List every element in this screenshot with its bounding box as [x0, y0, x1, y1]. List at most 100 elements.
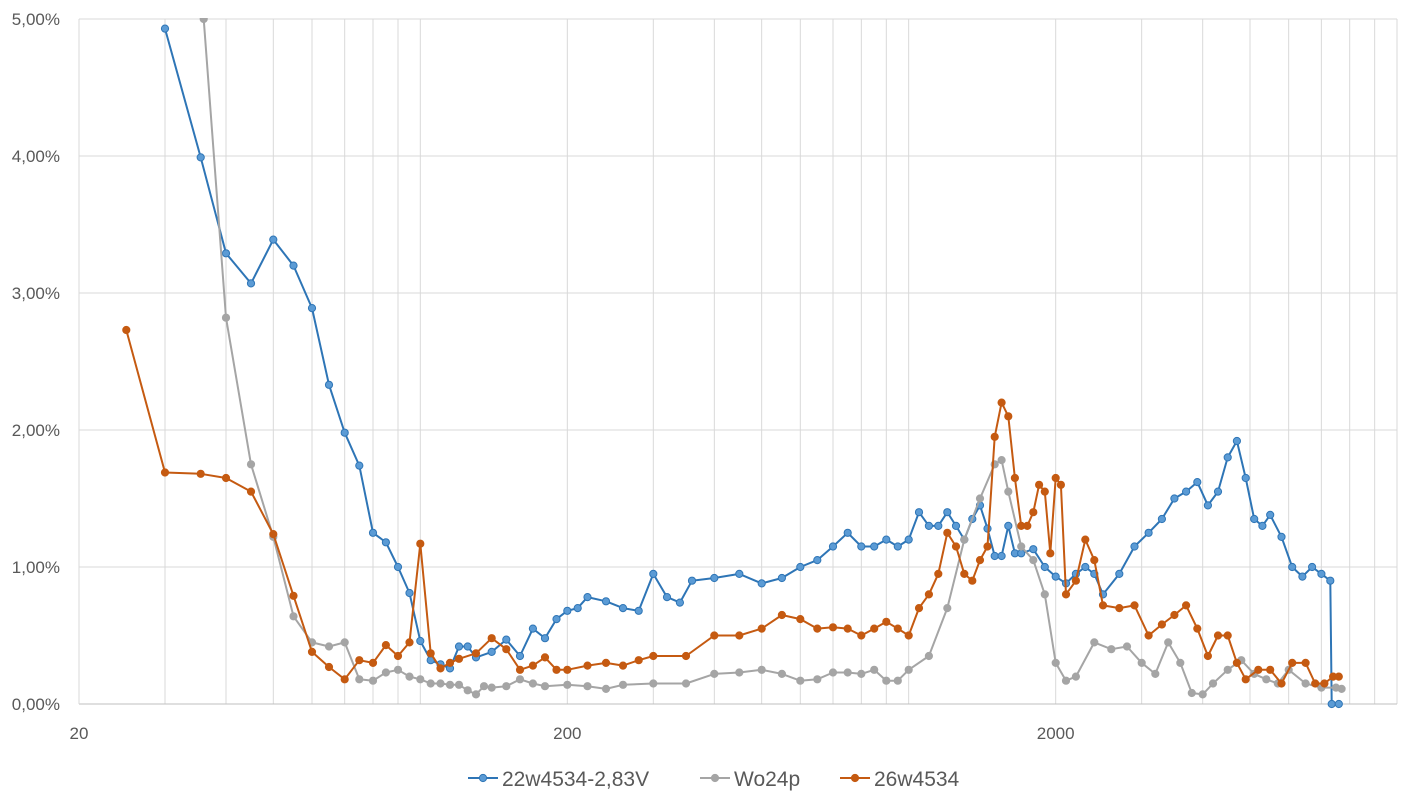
data-point	[487, 634, 496, 643]
data-point	[1061, 590, 1071, 599]
legend-item[interactable]: 22w4534-2,83V	[468, 768, 649, 791]
data-point	[813, 556, 822, 565]
x-tick-label: 200	[553, 724, 581, 743]
data-point	[960, 569, 969, 579]
data-point	[990, 551, 999, 561]
data-point	[1051, 473, 1060, 483]
data-point	[601, 684, 611, 694]
data-point	[340, 428, 349, 437]
data-point	[246, 279, 256, 288]
data-point	[1337, 684, 1346, 694]
data-point	[1176, 658, 1185, 668]
data-point	[1193, 624, 1202, 633]
data-point	[405, 588, 414, 598]
x-tick-label: 20	[70, 724, 89, 743]
data-point	[1182, 487, 1191, 496]
data-point	[1023, 521, 1032, 531]
data-point	[1334, 672, 1343, 681]
data-point	[1081, 562, 1090, 572]
legend[interactable]: 22w4534-2,83V Wo24p 26w4534	[468, 768, 960, 791]
data-point	[454, 680, 464, 689]
legend-item[interactable]: 26w4534	[840, 768, 960, 791]
data-point	[269, 235, 278, 244]
data-point	[563, 680, 572, 689]
data-point	[843, 624, 852, 633]
data-point	[479, 682, 489, 691]
data-point	[943, 604, 952, 613]
data-point	[1040, 590, 1049, 599]
data-point	[1198, 690, 1207, 699]
data-point	[463, 642, 472, 651]
data-point	[1170, 610, 1179, 620]
data-point	[160, 468, 170, 477]
data-point	[1098, 601, 1108, 610]
data-point	[1107, 645, 1116, 654]
data-point	[1056, 480, 1066, 489]
data-point	[968, 576, 977, 585]
data-point	[463, 686, 472, 695]
data-point	[1144, 631, 1153, 640]
data-point	[1308, 562, 1317, 572]
data-point	[1203, 651, 1213, 661]
data-point	[951, 542, 961, 551]
data-point	[975, 556, 985, 565]
data-point	[1213, 631, 1223, 640]
data-point	[487, 647, 496, 657]
data-point	[246, 460, 256, 469]
data-point	[1223, 631, 1232, 640]
data-point	[1151, 669, 1160, 679]
data-point	[246, 487, 256, 496]
data-point	[487, 683, 496, 692]
data-point	[416, 675, 425, 684]
data-point	[1061, 676, 1071, 685]
data-point	[1203, 501, 1213, 510]
data-point	[1122, 642, 1132, 651]
data-point	[1071, 576, 1081, 585]
data-point	[1277, 679, 1286, 688]
data-point	[618, 680, 628, 689]
data-point	[960, 535, 969, 544]
data-point	[563, 606, 572, 615]
series-line	[164, 28, 1339, 705]
data-point	[1017, 542, 1026, 551]
data-point	[1232, 436, 1242, 446]
data-point	[904, 631, 913, 640]
data-point	[757, 665, 766, 674]
data-point	[997, 398, 1006, 407]
data-point	[1004, 487, 1013, 496]
data-point	[924, 590, 934, 599]
data-point	[634, 656, 643, 665]
data-point	[1029, 508, 1038, 517]
data-point	[1334, 699, 1343, 709]
data-point	[289, 591, 298, 600]
data-point	[777, 669, 787, 679]
data-point	[355, 656, 364, 665]
data-point	[1250, 514, 1259, 524]
data-point	[828, 668, 838, 677]
data-point	[1254, 665, 1263, 674]
legend-item[interactable]: Wo24p	[700, 768, 800, 791]
series-line	[125, 329, 1339, 685]
data-point	[1241, 675, 1250, 684]
data-point	[515, 651, 525, 661]
series-1	[160, 24, 1343, 709]
y-tick-label: 0,00%	[12, 695, 60, 714]
data-point	[710, 631, 719, 640]
data-point	[583, 682, 592, 691]
data-point	[934, 569, 943, 579]
data-point	[199, 18, 208, 24]
data-point	[502, 682, 511, 691]
data-point	[1266, 665, 1275, 674]
data-point	[540, 682, 550, 691]
data-point	[454, 642, 464, 651]
data-point	[454, 654, 464, 663]
data-point	[857, 542, 866, 551]
data-point	[368, 528, 378, 537]
data-point	[426, 649, 435, 658]
data-point	[1071, 672, 1081, 681]
data-point	[1004, 521, 1013, 531]
data-point	[221, 313, 231, 322]
data-point	[1157, 620, 1167, 629]
data-point	[870, 542, 879, 551]
data-point	[1223, 665, 1232, 674]
